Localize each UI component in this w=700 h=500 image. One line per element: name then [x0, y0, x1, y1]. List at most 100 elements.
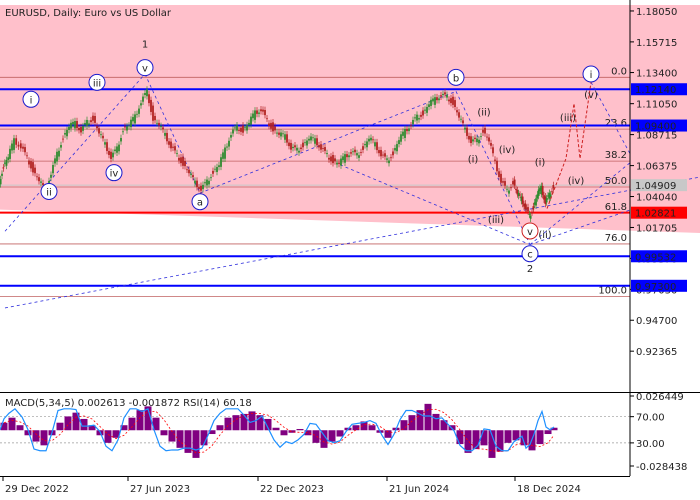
wave-circle: [88, 73, 106, 91]
macd-bar: [56, 422, 64, 431]
candle-body: [156, 122, 158, 124]
candle-body: [519, 194, 521, 196]
candle-body: [296, 147, 298, 151]
candle-body: [525, 207, 528, 209]
candle-body: [388, 160, 390, 164]
candle-body: [140, 103, 142, 106]
candle-body: [510, 187, 512, 189]
candle-body: [19, 143, 22, 149]
candle-body: [390, 157, 392, 159]
price-tag: [631, 83, 687, 96]
candle-body: [308, 138, 310, 141]
rsi-line: [0, 407, 555, 452]
candle-body: [414, 117, 416, 119]
macd-bar: [72, 412, 80, 431]
candle-body: [214, 168, 216, 170]
candle-body: [72, 121, 74, 125]
candle-body: [262, 109, 264, 112]
macd-bar: [536, 430, 544, 445]
macd-bar: [192, 430, 200, 458]
candle-body: [396, 144, 398, 152]
wave-circle: [447, 68, 465, 86]
candle-body: [202, 184, 204, 190]
current-price-tag: [631, 179, 687, 192]
candle-body: [332, 155, 334, 164]
candle-body: [226, 146, 228, 148]
candle-body: [17, 144, 20, 147]
candle-body: [146, 89, 148, 97]
candle-body: [190, 173, 192, 175]
price-tick-label: 1.08715: [636, 131, 677, 142]
macd-bar: [272, 427, 280, 431]
time-tick-label: 22 Dec 2023: [260, 484, 324, 495]
wave-circle: [521, 222, 539, 240]
macd-bar: [152, 417, 160, 431]
candle-body: [523, 203, 525, 207]
wave-circle: [191, 193, 209, 211]
candle-body: [444, 92, 446, 95]
wave-label: 2: [527, 264, 533, 275]
candle-body: [474, 137, 476, 139]
wave-label: ii: [46, 187, 52, 198]
macd-bar: [128, 417, 136, 431]
candle-body: [272, 122, 274, 132]
candle-body: [502, 181, 504, 183]
macd-bar: [368, 425, 376, 431]
candle-body: [524, 203, 527, 210]
macd-bar: [224, 417, 232, 431]
candle-body: [176, 153, 178, 154]
macd-bar: [456, 430, 464, 445]
candle-body: [537, 189, 540, 196]
macd-bar: [424, 403, 432, 431]
candle-body: [152, 105, 154, 121]
candle-body: [126, 126, 128, 131]
candle-body: [168, 141, 170, 145]
current-price-label: 1.04909: [635, 181, 676, 192]
candle-body: [78, 128, 80, 131]
price-series[interactable]: [0, 86, 555, 223]
indicator-tick-label: 0.026449: [636, 392, 684, 403]
candle-body: [34, 167, 36, 174]
candle-body: [400, 134, 402, 142]
candle-body: [182, 156, 184, 166]
macd-bar: [8, 417, 16, 431]
candle-body: [252, 113, 254, 119]
macd-bar: [336, 430, 344, 437]
macd-bar: [304, 430, 312, 436]
candle-body: [484, 127, 486, 134]
candle-body: [228, 140, 230, 147]
wave-label: (iii): [488, 215, 504, 226]
candle-body: [470, 136, 472, 144]
price-tag-label: 1.09400: [635, 122, 676, 133]
candle-body: [150, 99, 152, 112]
candle-body: [446, 94, 448, 98]
candle-body: [26, 155, 28, 157]
candle-body: [300, 147, 302, 150]
candle-body: [420, 114, 422, 117]
wave-circle: [40, 182, 58, 200]
candle-body: [232, 129, 234, 134]
chart-title: EURUSD, Daily: Euro vs US Dollar: [5, 8, 172, 19]
macd-bar: [288, 430, 296, 433]
wave-circle: [582, 65, 600, 83]
candle-body: [348, 155, 350, 158]
candle-body: [102, 135, 104, 139]
candle-body: [362, 146, 364, 150]
candle-body: [270, 122, 272, 129]
macd-bar: [360, 421, 368, 431]
candle-body: [244, 127, 246, 129]
candle-body: [416, 114, 418, 121]
wave-label: (i): [468, 155, 479, 166]
candle-body: [58, 150, 60, 157]
macd-bar: [504, 430, 512, 443]
candle-body: [492, 147, 494, 154]
candle-body: [480, 136, 482, 138]
candle-body: [184, 161, 186, 167]
candle-body: [476, 138, 478, 143]
indicator-axis: 0.026449 70.00 30.00 -0.028438: [629, 392, 687, 476]
candle-body: [521, 196, 524, 204]
indicator-pane[interactable]: [0, 403, 630, 458]
channel-layer: [0, 5, 700, 233]
macd-bar: [264, 418, 272, 431]
